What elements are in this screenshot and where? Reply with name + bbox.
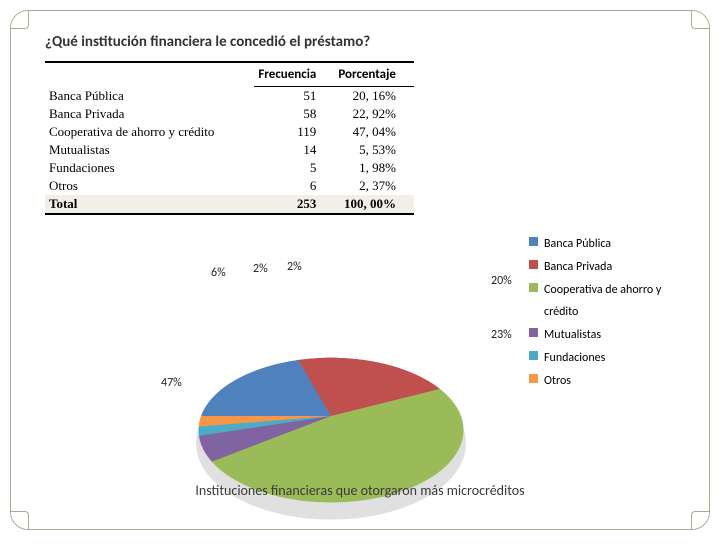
legend-label: Mutualistas xyxy=(544,324,601,347)
cell-percent: 1, 98% xyxy=(334,159,414,177)
legend-label: Cooperativa de ahorro y crédito xyxy=(544,279,689,325)
chart-legend: Banca PúblicaBanca PrivadaCooperativa de… xyxy=(529,233,689,393)
cell-percent: 20, 16% xyxy=(334,87,414,106)
col-header-category xyxy=(45,62,254,87)
pie-chart: 20%23%47%6%2%2% xyxy=(201,286,461,416)
pie-slice-label: 2% xyxy=(287,260,302,274)
legend-item: Mutualistas xyxy=(529,324,689,347)
cell-frequency: 6 xyxy=(254,177,334,195)
cell-percent: 2, 37% xyxy=(334,177,414,195)
cell-frequency: 51 xyxy=(254,87,334,106)
report-card: ¿Qué institución financiera le concedió … xyxy=(10,10,710,530)
corner-decoration xyxy=(691,511,710,530)
table-row: Banca Privada5822, 92% xyxy=(45,105,414,123)
pie-slice-label: 2% xyxy=(253,262,268,276)
cell-frequency: 5 xyxy=(254,159,334,177)
legend-item: Cooperativa de ahorro y crédito xyxy=(529,279,689,325)
cell-category: Mutualistas xyxy=(45,141,254,159)
corner-decoration xyxy=(691,10,710,29)
cell-frequency: 119 xyxy=(254,123,334,141)
cell-percent: 22, 92% xyxy=(334,105,414,123)
corner-decoration xyxy=(10,10,29,29)
pie-slice-label: 23% xyxy=(491,328,512,342)
table-row: Otros62, 37% xyxy=(45,177,414,195)
pie-slice-label: 20% xyxy=(491,274,512,288)
cell-frequency: 253 xyxy=(254,195,334,214)
cell-category: Fundaciones xyxy=(45,159,254,177)
pie-slice-label: 47% xyxy=(161,376,182,390)
table-row-total: Total253100, 00% xyxy=(45,195,414,214)
cell-percent: 47, 04% xyxy=(334,123,414,141)
legend-label: Banca Privada xyxy=(544,256,612,279)
table-row: Fundaciones51, 98% xyxy=(45,159,414,177)
legend-swatch xyxy=(529,237,538,246)
pie-chart-zone: 20%23%47%6%2%2% Banca PúblicaBanca Priva… xyxy=(11,261,710,491)
legend-swatch xyxy=(529,283,538,292)
cell-category: Banca Pública xyxy=(45,87,254,106)
page-title: ¿Qué institución financiera le concedió … xyxy=(11,11,709,55)
legend-item: Banca Privada xyxy=(529,256,689,279)
chart-caption: Instituciones financieras que otorgaron … xyxy=(11,482,709,499)
legend-swatch xyxy=(529,351,538,360)
cell-category: Banca Privada xyxy=(45,105,254,123)
corner-decoration xyxy=(10,511,29,530)
cell-category: Otros xyxy=(45,177,254,195)
table-row: Banca Pública5120, 16% xyxy=(45,87,414,106)
legend-item: Banca Pública xyxy=(529,233,689,256)
legend-label: Banca Pública xyxy=(544,233,611,256)
table-row: Mutualistas145, 53% xyxy=(45,141,414,159)
cell-percent: 100, 00% xyxy=(334,195,414,214)
legend-swatch xyxy=(529,260,538,269)
legend-item: Fundaciones xyxy=(529,347,689,370)
cell-category: Cooperativa de ahorro y crédito xyxy=(45,123,254,141)
legend-item: Otros xyxy=(529,370,689,393)
table-row: Cooperativa de ahorro y crédito11947, 04… xyxy=(45,123,414,141)
cell-category: Total xyxy=(45,195,254,214)
cell-frequency: 58 xyxy=(254,105,334,123)
col-header-frequency: Frecuencia xyxy=(254,62,334,87)
col-header-percent: Porcentaje xyxy=(334,62,414,87)
frequency-table: Frecuencia Porcentaje Banca Pública5120,… xyxy=(45,61,414,215)
legend-label: Fundaciones xyxy=(544,347,605,370)
legend-swatch xyxy=(529,328,538,337)
cell-frequency: 14 xyxy=(254,141,334,159)
cell-percent: 5, 53% xyxy=(334,141,414,159)
legend-swatch xyxy=(529,374,538,383)
legend-label: Otros xyxy=(544,370,571,393)
pie-slice-label: 6% xyxy=(211,266,226,280)
